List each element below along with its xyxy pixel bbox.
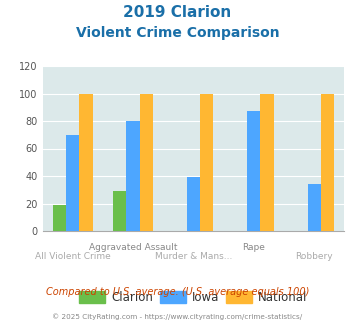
Legend: Clarion, Iowa, National: Clarion, Iowa, National [75,286,312,309]
Bar [307,184,321,231]
Text: Aggravated Assault: Aggravated Assault [89,243,178,251]
Text: © 2025 CityRating.com - https://www.cityrating.com/crime-statistics/: © 2025 CityRating.com - https://www.city… [53,314,302,320]
Bar [200,93,213,231]
Bar [113,191,126,231]
Bar [261,93,274,231]
Bar [140,93,153,231]
Bar [80,93,93,231]
Bar [126,121,140,231]
Text: Violent Crime Comparison: Violent Crime Comparison [76,26,279,40]
Text: Murder & Mans...: Murder & Mans... [155,252,232,261]
Bar [321,93,334,231]
Text: Robbery: Robbery [295,252,333,261]
Bar [247,112,261,231]
Text: Compared to U.S. average. (U.S. average equals 100): Compared to U.S. average. (U.S. average … [46,287,309,297]
Bar [66,135,80,231]
Text: All Violent Crime: All Violent Crime [35,252,111,261]
Bar [187,178,200,231]
Text: Rape: Rape [242,243,265,251]
Text: 2019 Clarion: 2019 Clarion [124,5,231,20]
Bar [53,205,66,231]
